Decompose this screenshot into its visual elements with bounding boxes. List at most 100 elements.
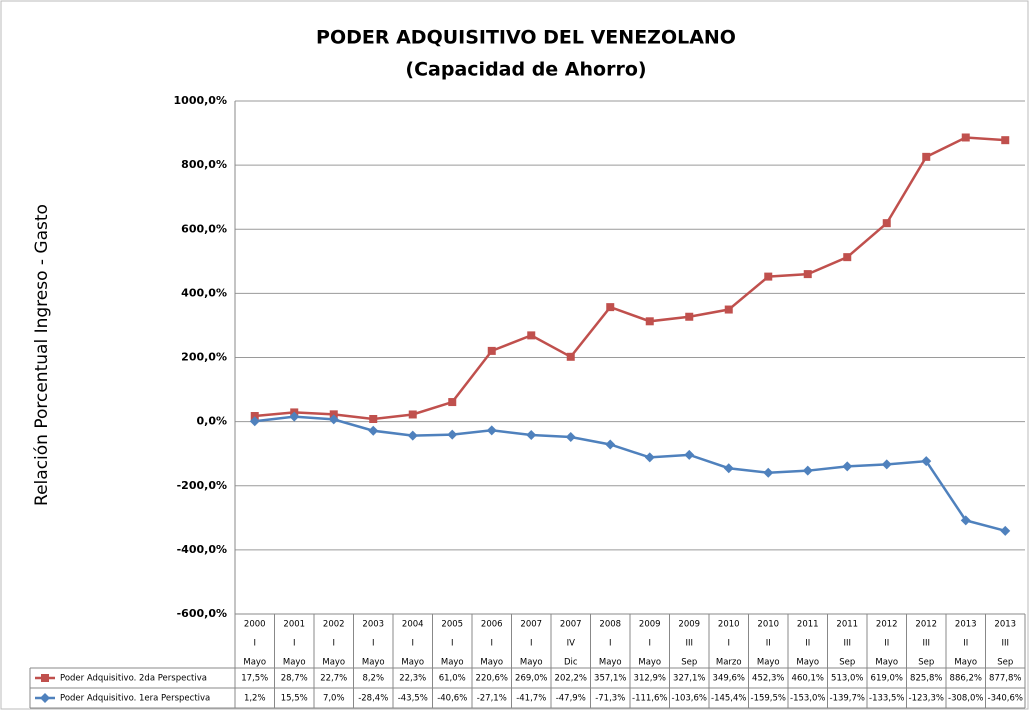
marker (1001, 136, 1010, 145)
data-label: 17,5% (241, 674, 268, 684)
legend-label: Poder Adquisitivo. 2da Perspectiva (60, 674, 207, 684)
x-tick-label: I (253, 639, 256, 649)
marker (407, 430, 418, 441)
data-label: -43,5% (398, 694, 428, 704)
x-tick-label: 2012 (876, 620, 898, 630)
marker (882, 219, 891, 228)
data-label: -139,7% (830, 694, 865, 704)
data-label: 61,0% (439, 674, 466, 684)
data-label: 22,7% (320, 674, 347, 684)
y-tick-label: 600,0% (181, 222, 227, 235)
data-label: -71,3% (595, 694, 625, 704)
data-label: 452,3% (752, 674, 784, 684)
data-label: 15,5% (281, 694, 308, 704)
x-tick-label: I (490, 639, 493, 649)
data-label: -123,3% (909, 694, 944, 704)
data-label: 357,1% (594, 674, 626, 684)
x-tick-label: II (963, 639, 968, 649)
legend-marker (40, 693, 50, 703)
data-label: -145,4% (711, 694, 746, 704)
data-label: 220,6% (476, 674, 508, 684)
data-label: 312,9% (634, 674, 666, 684)
chart-subtitle: (Capacidad de Ahorro) (405, 59, 646, 81)
marker (606, 303, 615, 312)
marker (329, 410, 338, 419)
data-label: 513,0% (831, 674, 863, 684)
chart-title: PODER ADQUISITIVO DEL VENEZOLANO (316, 27, 736, 49)
x-tick-label: 2009 (639, 620, 661, 630)
x-tick-label: I (530, 639, 533, 649)
x-tick-label: 2011 (797, 620, 819, 630)
x-tick-label: II (766, 639, 771, 649)
y-tick-label: 0,0% (196, 415, 227, 428)
x-tick-label: 2007 (520, 620, 542, 630)
legend-marker (41, 674, 49, 682)
marker (487, 346, 496, 355)
marker (289, 411, 300, 422)
marker (250, 412, 259, 421)
series-line (254, 415, 1006, 533)
x-tick-label: 2013 (994, 620, 1016, 630)
y-tick-label: 1000,0% (174, 94, 227, 107)
x-tick-label: Dic (564, 658, 578, 668)
marker (842, 461, 853, 472)
marker (843, 253, 852, 262)
x-tick-label: 2013 (955, 620, 977, 630)
data-label: 619,0% (871, 674, 903, 684)
x-tick-label: Mayo (520, 658, 543, 668)
x-tick-label: III (1001, 639, 1009, 649)
marker (328, 414, 339, 425)
x-tick-label: 2003 (362, 620, 384, 630)
marker (802, 465, 813, 476)
marker (408, 410, 417, 419)
data-label: -41,7% (516, 694, 546, 704)
x-tick-label: II (884, 639, 889, 649)
marker (1000, 525, 1011, 536)
marker (526, 429, 537, 440)
x-tick-label: I (727, 639, 730, 649)
marker (723, 463, 734, 474)
data-label: -340,6% (988, 694, 1023, 704)
x-tick-label: Mayo (322, 658, 345, 668)
x-tick-label: 2004 (402, 620, 424, 630)
marker (368, 425, 379, 436)
x-tick-label: Mayo (638, 658, 661, 668)
x-tick-label: I (332, 639, 335, 649)
y-tick-label: -600,0% (177, 607, 227, 620)
data-label: -308,0% (948, 694, 983, 704)
x-tick-label: Mayo (954, 658, 977, 668)
x-tick-label: Mayo (757, 658, 780, 668)
x-tick-label: 2012 (915, 620, 937, 630)
marker (764, 272, 773, 281)
y-tick-label: 800,0% (181, 158, 227, 171)
x-tick-label: III (922, 639, 930, 649)
x-tick-label: I (648, 639, 651, 649)
x-tick-label: I (411, 639, 414, 649)
marker (803, 270, 812, 279)
data-label: 825,8% (910, 674, 942, 684)
x-tick-label: II (805, 639, 810, 649)
data-label: -47,9% (556, 694, 586, 704)
data-label: -28,4% (358, 694, 388, 704)
x-tick-label: 2007 (560, 620, 582, 630)
x-tick-label: 2002 (323, 620, 345, 630)
data-label: 22,3% (399, 674, 426, 684)
marker (921, 456, 932, 467)
data-label: 28,7% (281, 674, 308, 684)
x-tick-label: Mayo (401, 658, 424, 668)
data-label: 327,1% (673, 674, 705, 684)
data-label: 7,0% (323, 694, 345, 704)
data-label: -133,5% (869, 694, 904, 704)
data-label: 460,1% (792, 674, 824, 684)
marker (685, 312, 694, 321)
marker (448, 398, 457, 407)
y-tick-label: -400,0% (177, 543, 227, 556)
marker (960, 515, 971, 526)
x-tick-label: 2009 (678, 620, 700, 630)
x-tick-label: 2005 (441, 620, 463, 630)
data-label: 269,0% (515, 674, 547, 684)
x-tick-label: Mayo (362, 658, 385, 668)
x-tick-label: 2001 (283, 620, 305, 630)
